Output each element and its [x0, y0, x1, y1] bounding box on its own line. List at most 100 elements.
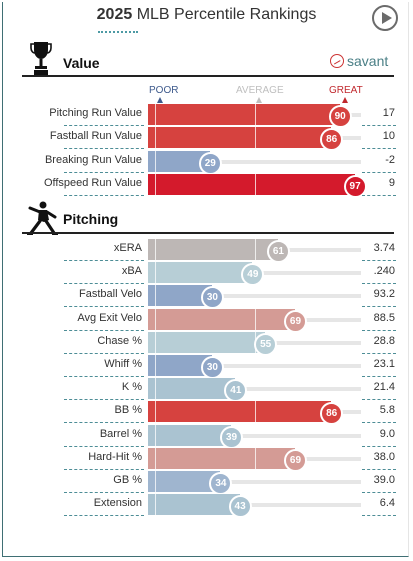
metric-row-fastball-velo: Fastball Velo 30 93.2	[0, 284, 413, 310]
metric-row-gb-pct: GB % 34 39.0	[0, 470, 413, 495]
metric-value: 9	[388, 176, 395, 189]
great-marker-icon	[342, 97, 348, 103]
row-divider	[64, 260, 144, 261]
percentile-bar	[148, 378, 236, 400]
metric-value: 6.4	[379, 497, 395, 510]
reference-line	[254, 308, 256, 330]
row-divider-right	[362, 468, 396, 470]
metric-value: 23.1	[373, 358, 395, 370]
percentile-circle[interactable]: 34	[209, 472, 233, 495]
reference-line	[155, 401, 156, 423]
percentile-circle[interactable]: 86	[320, 402, 344, 426]
percentile-circle[interactable]: 49	[241, 263, 265, 287]
percentile-circle[interactable]: 29	[198, 151, 222, 175]
percentile-bar	[148, 308, 295, 330]
metric-row-hard-hit-pct: Hard-Hit % 69 38.0	[0, 447, 413, 472]
reference-line	[254, 173, 256, 195]
metric-label: Fastball Run Value	[49, 130, 142, 143]
metric-value: 38.0	[373, 450, 395, 463]
page-title: 2025 MLB Percentile Rankings	[0, 6, 413, 24]
percentile-bar	[148, 262, 253, 284]
row-divider-right	[362, 148, 396, 150]
metric-value: 9.0	[379, 427, 395, 440]
row-divider-right	[362, 125, 396, 126]
reference-line	[254, 104, 256, 125]
savant-logo[interactable]: savant	[330, 53, 388, 69]
metric-row-extension: Extension 43 6.4	[0, 493, 413, 519]
scale-poor-label: POOR	[149, 85, 179, 96]
reference-line	[155, 494, 156, 516]
reference-line	[155, 127, 156, 149]
section-title-value: Value	[63, 55, 100, 71]
metric-row-whiff-pct: Whiff % 30 23.1	[0, 354, 413, 379]
value-section-divider	[22, 75, 394, 77]
section-title-pitching: Pitching	[63, 211, 119, 227]
metric-value: -2	[385, 153, 395, 166]
metric-label: Chase %	[97, 334, 142, 347]
row-divider	[64, 125, 144, 126]
percentile-bar	[148, 471, 221, 492]
metric-row-barrel-pct: Barrel % 39 9.0	[0, 424, 413, 449]
percentile-bar	[148, 424, 232, 446]
percentile-circle[interactable]: 69	[283, 448, 307, 472]
metric-value: 93.2	[373, 288, 395, 301]
percentile-circle[interactable]: 90	[328, 105, 352, 128]
row-divider	[64, 283, 144, 285]
row-divider-right	[362, 171, 396, 173]
title-year: 2025	[96, 6, 133, 23]
metric-value: .240	[373, 265, 395, 278]
reference-line	[155, 173, 156, 195]
reference-line	[254, 127, 256, 149]
percentile-circle[interactable]: 97	[343, 174, 367, 198]
row-divider	[64, 468, 144, 470]
percentile-bar	[148, 355, 212, 376]
metric-value: 39.0	[373, 474, 395, 486]
row-divider-right	[362, 399, 396, 401]
reference-line	[155, 447, 156, 469]
percentile-bar	[148, 239, 278, 260]
percentile-track	[148, 503, 361, 508]
metric-value: 88.5	[373, 311, 395, 324]
row-divider-right	[362, 445, 396, 447]
row-divider-right	[362, 492, 396, 493]
metric-label: Avg Exit Velo	[77, 311, 142, 324]
reference-line	[254, 447, 256, 469]
metric-row-xba: xBA 49 .240	[0, 261, 413, 287]
percentile-circle[interactable]: 69	[283, 309, 307, 333]
percentile-bar	[148, 285, 212, 307]
percentile-bar	[148, 150, 210, 172]
percentile-circle[interactable]: 39	[220, 425, 244, 449]
row-divider	[64, 329, 144, 331]
percentile-track	[148, 159, 361, 164]
percentile-bar	[148, 401, 332, 423]
play-button[interactable]	[372, 5, 398, 31]
percentile-circle[interactable]: 86	[320, 128, 344, 152]
percentile-bar	[148, 494, 240, 516]
percentile-circle[interactable]: 30	[200, 356, 224, 379]
metric-row-breaking-run-value: Breaking Run Value 29 -2	[0, 150, 413, 175]
metric-label: GB %	[113, 474, 142, 486]
metric-row-bb-pct: BB % 86 5.8	[0, 400, 413, 426]
row-divider-right	[362, 329, 396, 331]
row-divider-right	[362, 376, 396, 377]
percentile-circle[interactable]: 61	[266, 240, 290, 263]
percentile-circle[interactable]: 41	[224, 379, 248, 403]
metric-label: Breaking Run Value	[44, 153, 142, 166]
reference-line	[254, 401, 256, 423]
metric-value: 21.4	[373, 381, 395, 394]
trophy-icon	[30, 42, 52, 75]
metric-value: 17	[382, 107, 395, 119]
reference-line	[155, 262, 156, 284]
percentile-circle[interactable]: 30	[200, 286, 224, 310]
metric-row-xera: xERA 61 3.74	[0, 238, 413, 263]
row-divider-right	[362, 283, 396, 285]
metric-label: xERA	[113, 242, 142, 254]
percentile-bar	[148, 447, 295, 469]
percentile-circle[interactable]: 55	[254, 332, 278, 356]
percentile-circle[interactable]: 43	[228, 495, 252, 519]
reference-line	[155, 308, 156, 330]
row-divider	[64, 194, 144, 196]
row-divider-right	[362, 194, 396, 196]
reference-line	[155, 471, 156, 492]
row-divider	[64, 306, 144, 308]
